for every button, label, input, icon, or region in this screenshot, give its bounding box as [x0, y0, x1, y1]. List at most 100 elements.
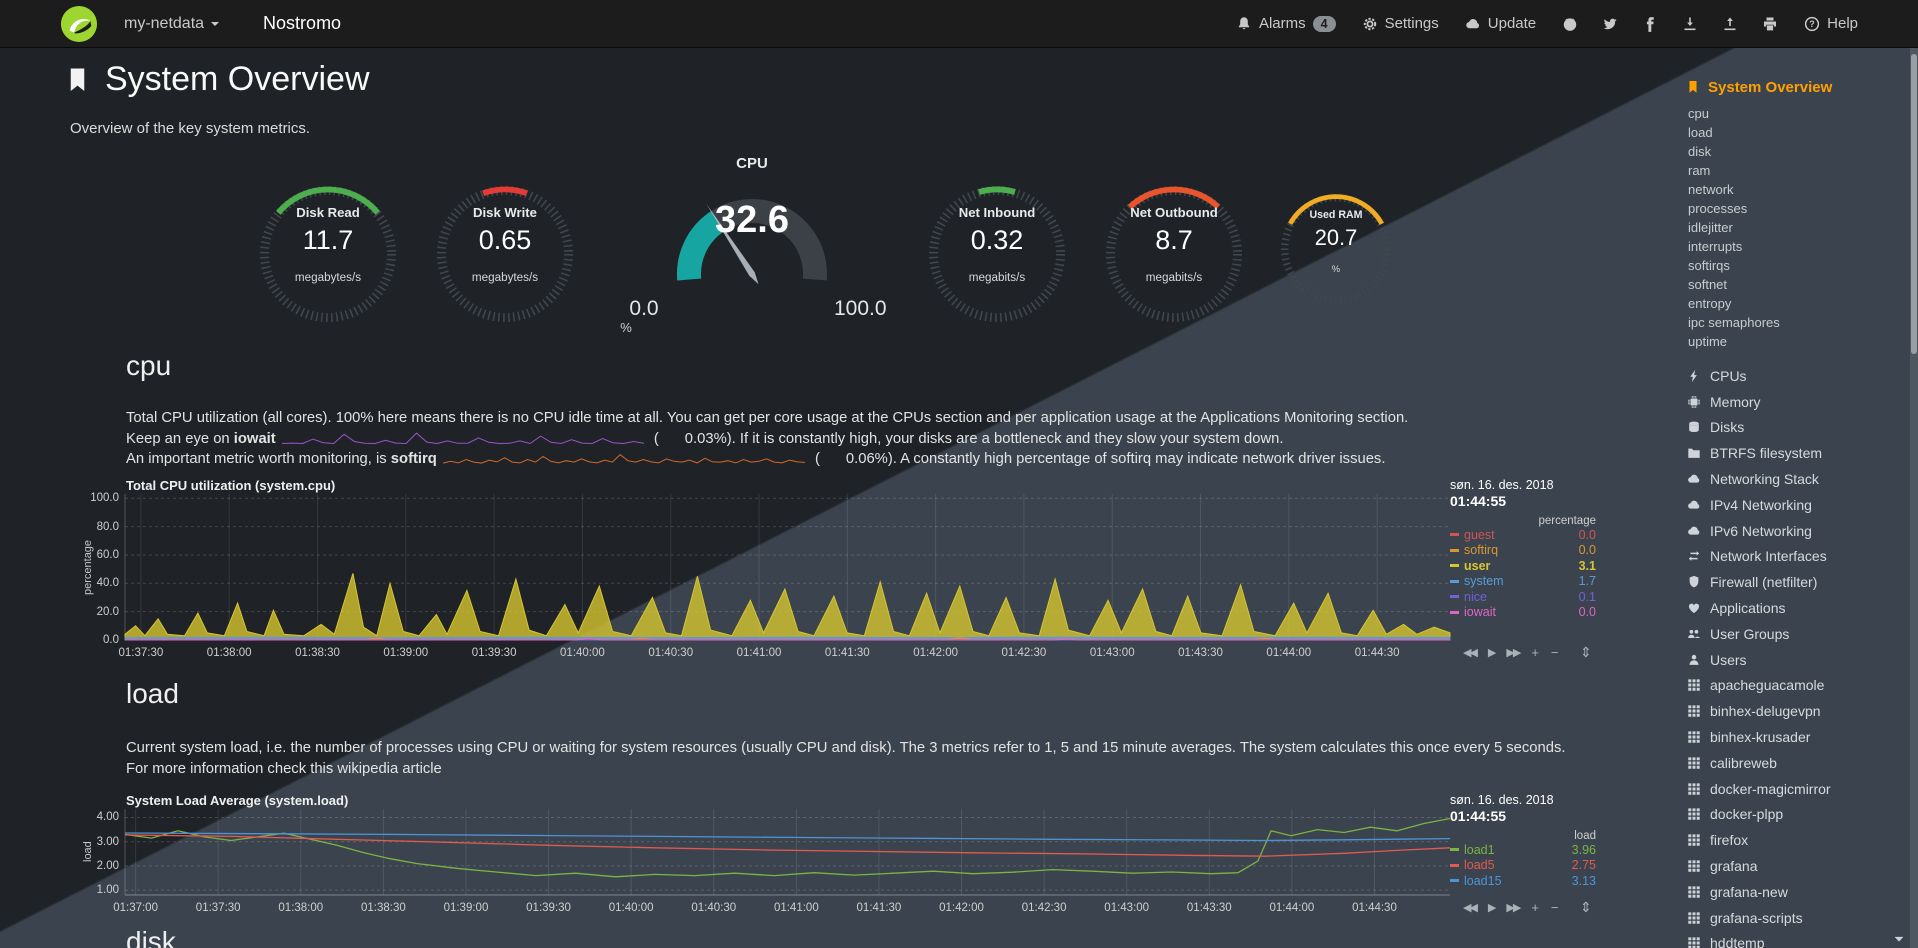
gauge-max: 100.0 [834, 297, 887, 320]
sidebar-item-networking-stack[interactable]: Networking Stack [1686, 466, 1908, 492]
disk-section-heading: disk [126, 926, 176, 948]
sidebar-item-grafana[interactable]: grafana [1686, 853, 1908, 879]
sidebar-item-label: Networking Stack [1710, 471, 1819, 488]
sidebar-subitem-idlejitter[interactable]: idlejitter [1688, 220, 1733, 235]
page-scrollbar-thumb[interactable] [1911, 54, 1917, 354]
gauge-label: Disk Read [296, 205, 360, 221]
sidebar-item-grafana-new[interactable]: grafana-new [1686, 879, 1908, 905]
play-icon[interactable]: ▶ [1487, 902, 1497, 914]
chart-plot-area[interactable]: 01:37:00 01:37:30 01:38:00 01:38:30 01:39:00… [97, 809, 1451, 914]
sidebar-subitem-ram[interactable]: ram [1688, 163, 1711, 178]
sidebar-item-cpus[interactable]: CPUs [1686, 363, 1908, 389]
legend-series-name: load1 [1464, 842, 1495, 857]
sidebar-item-binhex-krusader[interactable]: binhex-krusader [1686, 724, 1908, 750]
resize-handle-icon[interactable]: ⇕ [1580, 899, 1592, 915]
sidebar-subitem-softnet[interactable]: softnet [1688, 277, 1728, 292]
resize-handle-icon[interactable]: ⇕ [1580, 644, 1592, 660]
legend-row-load1[interactable]: load1 3.96 [1450, 842, 1596, 858]
zoom-out-icon[interactable]: − [1550, 900, 1559, 915]
sidebar-subitem-load[interactable]: load [1688, 125, 1713, 140]
sidebar-item-apacheguacamole[interactable]: apacheguacamole [1686, 673, 1908, 699]
sidebar-subitem-interrupts[interactable]: interrupts [1688, 239, 1743, 254]
sidebar-item-label: CPUs [1710, 367, 1747, 384]
twitter-icon[interactable] [1602, 16, 1618, 32]
seek-backward-icon[interactable]: ◀◀ [1463, 902, 1478, 914]
legend-row-load15[interactable]: load15 3.13 [1450, 873, 1596, 889]
sidebar-item-hddtemp[interactable]: hddtemp [1686, 931, 1908, 948]
sidebar-subitem-network[interactable]: network [1688, 182, 1734, 197]
legend-row-softirq[interactable]: softirq 0.0 [1450, 543, 1596, 559]
disk-write-gauge[interactable]: Disk Write 0.65 megabytes/s [432, 181, 578, 331]
sidebar-subitem-disk[interactable]: disk [1688, 144, 1712, 159]
seek-forward-icon[interactable]: ▶▶ [1506, 902, 1521, 914]
folder-icon [1686, 446, 1702, 460]
print-icon[interactable] [1762, 16, 1778, 32]
legend-row-iowait[interactable]: iowait 0.0 [1450, 605, 1596, 621]
sidebar-item-binhex-delugevpn[interactable]: binhex-delugevpn [1686, 698, 1908, 724]
cpu-gauge[interactable]: CPU 32.6 0.0 100.0% [620, 155, 886, 337]
zoom-in-icon[interactable]: + [1531, 900, 1539, 915]
sidebar-scroll-down-indicator[interactable] [1892, 932, 1906, 946]
chart-plot-area[interactable]: 01:37:30 01:38:00 01:38:30 01:39:00 01:39:30… [90, 492, 1451, 659]
sidebar-item-docker-magicmirror[interactable]: docker-magicmirror [1686, 776, 1908, 802]
legend-series-name: softirq [1464, 543, 1499, 558]
update-button[interactable]: Update [1465, 15, 1536, 32]
download-icon[interactable] [1682, 16, 1698, 32]
my-netdata-dropdown[interactable]: my-netdata [118, 14, 225, 34]
sidebar-item-ipv4-networking[interactable]: IPv4 Networking [1686, 492, 1908, 518]
upload-icon[interactable] [1722, 16, 1738, 32]
sidebar-item-label: BTRFS filesystem [1710, 445, 1823, 462]
sidebar-item-ipv6-networking[interactable]: IPv6 Networking [1686, 518, 1908, 544]
github-icon[interactable] [1562, 16, 1578, 32]
sidebar-item-memory[interactable]: Memory [1686, 389, 1908, 415]
sidebar-item-firewall-netfilter[interactable]: Firewall (netfilter) [1686, 569, 1908, 595]
sidebar-item-grafana-scripts[interactable]: grafana-scripts [1686, 905, 1908, 931]
net-outbound-gauge[interactable]: Net Outbound 8.7 megabits/s [1101, 181, 1247, 331]
sidebar-item-users[interactable]: Users [1686, 647, 1908, 673]
sidebar-item-docker-plpp[interactable]: docker-plpp [1686, 802, 1908, 828]
sidebar-subitem-softirqs[interactable]: softirqs [1688, 258, 1730, 273]
play-icon[interactable]: ▶ [1487, 647, 1497, 659]
used-ram-gauge[interactable]: Used RAM 20.7% [1277, 190, 1395, 312]
softirq-sparkline[interactable] [442, 452, 805, 467]
net-inbound-gauge[interactable]: Net Inbound 0.32 megabits/s [924, 181, 1070, 331]
load-average-chart[interactable]: System Load Average (system.load) load 01:… [82, 793, 1622, 948]
iowait-sparkline[interactable] [281, 431, 644, 446]
chart-toolbar: ◀◀ ▶ ▶▶ + − [1463, 645, 1559, 660]
legend-row-guest[interactable]: guest 0.0 [1450, 527, 1596, 543]
gauge-min: 0.0 [629, 297, 659, 320]
cpu-utilization-chart[interactable]: Total CPU utilization (system.cpu) percen… [82, 478, 1622, 708]
sidebar-item-applications[interactable]: Applications [1686, 595, 1908, 621]
sidebar-item-firefox[interactable]: firefox [1686, 827, 1908, 853]
sidebar-item-btrfs-filesystem[interactable]: BTRFS filesystem [1686, 440, 1908, 466]
page-scrollbar[interactable] [1910, 48, 1918, 948]
sidebar-subitem-cpu[interactable]: cpu [1688, 106, 1709, 121]
legend-units-header: load [1574, 830, 1596, 842]
x-axis-tick: 01:44:00 [1269, 902, 1315, 914]
sidebar-subitem-processes[interactable]: processes [1688, 201, 1748, 216]
sidebar-item-system-overview[interactable]: System Overview [1686, 78, 1908, 96]
sidebar-item-network-interfaces[interactable]: Network Interfaces [1686, 544, 1908, 570]
disk-read-gauge[interactable]: Disk Read 11.7 megabytes/s [255, 181, 401, 331]
legend-row-load5[interactable]: load5 2.75 [1450, 858, 1596, 874]
legend-row-system[interactable]: system 1.7 [1450, 574, 1596, 590]
help-button[interactable]: ? Help [1804, 15, 1858, 32]
zoom-out-icon[interactable]: − [1550, 645, 1559, 660]
alarms-count-badge: 4 [1312, 15, 1336, 32]
netdata-logo[interactable] [60, 5, 98, 43]
sidebar-subitem-entropy[interactable]: entropy [1688, 296, 1732, 311]
sidebar-item-disks[interactable]: Disks [1686, 415, 1908, 441]
sidebar-subitem-ipc-semaphores[interactable]: ipc semaphores [1688, 315, 1780, 330]
settings-button[interactable]: Settings [1362, 15, 1439, 32]
svg-text:?: ? [1809, 19, 1815, 29]
sidebar-item-calibreweb[interactable]: calibreweb [1686, 750, 1908, 776]
legend-row-user[interactable]: user 3.1 [1450, 558, 1596, 574]
seek-backward-icon[interactable]: ◀◀ [1463, 647, 1478, 659]
facebook-icon[interactable] [1642, 16, 1658, 32]
sidebar-item-user-groups[interactable]: User Groups [1686, 621, 1908, 647]
sidebar-subitem-uptime[interactable]: uptime [1688, 334, 1728, 349]
zoom-in-icon[interactable]: + [1531, 645, 1539, 660]
legend-row-nice[interactable]: nice 0.1 [1450, 589, 1596, 605]
alarms-button[interactable]: Alarms 4 [1236, 15, 1336, 32]
seek-forward-icon[interactable]: ▶▶ [1506, 647, 1521, 659]
